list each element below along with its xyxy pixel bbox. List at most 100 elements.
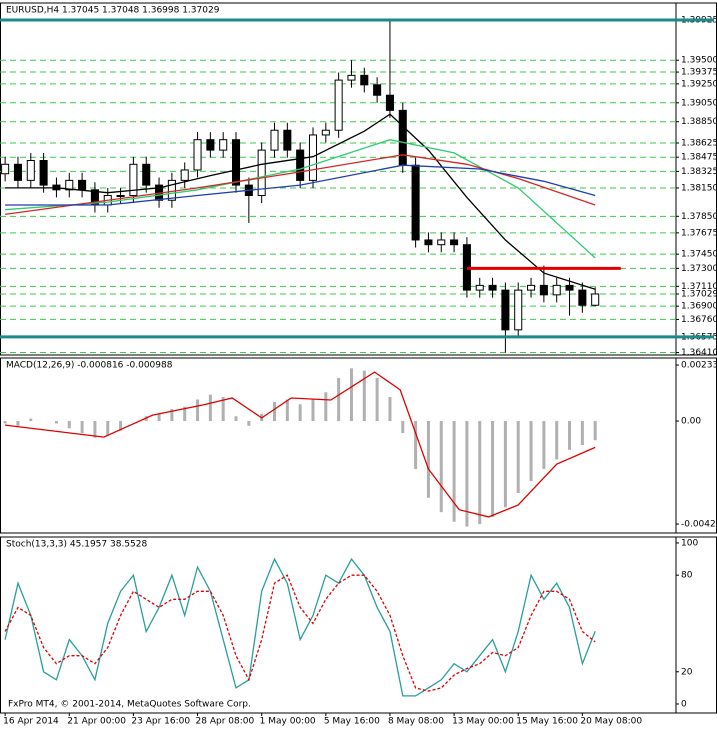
y-tick-label: 1.38625 [681,139,717,149]
candle-body [1,163,10,175]
candle-body [13,163,22,181]
y-tick-label: 0.00 [681,417,701,427]
histogram-bar [273,401,277,422]
histogram-bar [555,421,559,460]
y-tick-label: 0.002335 [681,361,717,371]
x-tick-label: 21 Apr 00:00 [67,717,126,727]
candle-body [552,284,561,296]
histogram-bar [29,418,33,422]
histogram-bar [516,421,520,493]
indicator-line [4,574,596,692]
candle-body [411,164,420,241]
candle-body [360,74,369,86]
histogram-bar [247,421,251,426]
histogram-bar [208,394,212,422]
candle-body [437,239,446,246]
histogram-bar [401,421,405,434]
x-tick-label: 15 May 16:00 [516,717,578,727]
panel-title: EURUSD,H4 1.37045 1.37048 1.36998 1.3702… [6,6,220,16]
y-tick-label: 100 [681,538,698,548]
candle-body [39,160,48,186]
indicator-line [4,557,596,697]
y-tick-label: 1.38150 [681,183,717,193]
candle-body [501,289,510,331]
y-tick-label: 0 [681,699,687,709]
histogram-bar [196,399,200,422]
y-tick-label: 1.37450 [681,250,717,260]
candle-body [142,163,151,186]
indicator-line [5,154,596,216]
x-tick-label: 13 May 00:00 [452,717,514,727]
histogram-bar [54,421,58,424]
histogram-bar [337,377,341,422]
histogram-bar [593,421,597,441]
x-tick-label: 1 May 00:00 [260,717,316,727]
histogram-bar [183,406,187,422]
indicator-line [5,371,596,518]
y-tick-label: 1.36760 [681,315,717,325]
y-tick-label: 20 [681,667,693,677]
candle-body [347,74,356,81]
histogram-bar [221,397,225,422]
histogram-bar [234,416,238,422]
candle-body [26,160,35,181]
candle-body [219,139,228,151]
candle-body [488,284,497,291]
candle-body [398,109,407,166]
candle-body [167,179,176,201]
y-tick-label: -0.004297 [681,520,717,530]
histogram-bar [529,421,533,481]
candle-body [578,289,587,306]
candle-body [65,179,74,191]
histogram-bar [580,421,584,446]
y-tick-label: 1.39250 [681,79,717,89]
candle-body [193,139,202,171]
x-tick-label: 5 May 16:00 [324,717,380,727]
y-tick-label: 1.37300 [681,264,717,274]
y-tick-label: 1.36410 [681,348,717,358]
histogram-bar [93,421,97,438]
candle-body [591,293,600,306]
candle-body [321,129,330,136]
candle-body [450,239,459,246]
x-tick-label: 23 Apr 16:00 [131,717,190,727]
indicator-line [5,164,596,206]
histogram-bar [349,368,353,422]
candle-body [424,239,433,246]
candle-body [539,284,548,296]
histogram-bar [491,421,495,517]
candle-body [129,163,138,197]
indicator-line [5,139,596,259]
y-tick-label: 1.38850 [681,117,717,127]
histogram-bar [478,421,482,525]
candle-body [116,195,125,198]
histogram-bar [119,421,123,431]
candle-body [296,149,305,181]
histogram-bar [298,404,302,422]
histogram-bar [375,377,379,422]
y-tick-label: 1.38475 [681,153,717,163]
y-tick-label: 80 [681,571,693,581]
candle-body [514,289,523,331]
histogram-bar [426,421,430,498]
histogram-bar [542,421,546,469]
histogram-bar [311,399,315,422]
candle-body [334,79,343,131]
x-tick-label: 8 May 08:00 [388,717,444,727]
histogram-bar [157,413,161,422]
histogram-bar [324,392,328,422]
histogram-bar [80,421,84,434]
histogram-bar [362,370,366,422]
candle-body [385,94,394,111]
footer: FxPro MT4, © 2001-2014, MetaQuotes Softw… [8,700,251,710]
histogram-bar [388,397,392,422]
histogram-bar [465,421,469,527]
y-tick-label: 1.39500 [681,56,717,66]
histogram-bar [452,421,456,522]
histogram-bar [170,409,174,422]
histogram-bar [285,399,289,422]
histogram-bar [16,421,20,426]
candle-body [565,284,574,291]
